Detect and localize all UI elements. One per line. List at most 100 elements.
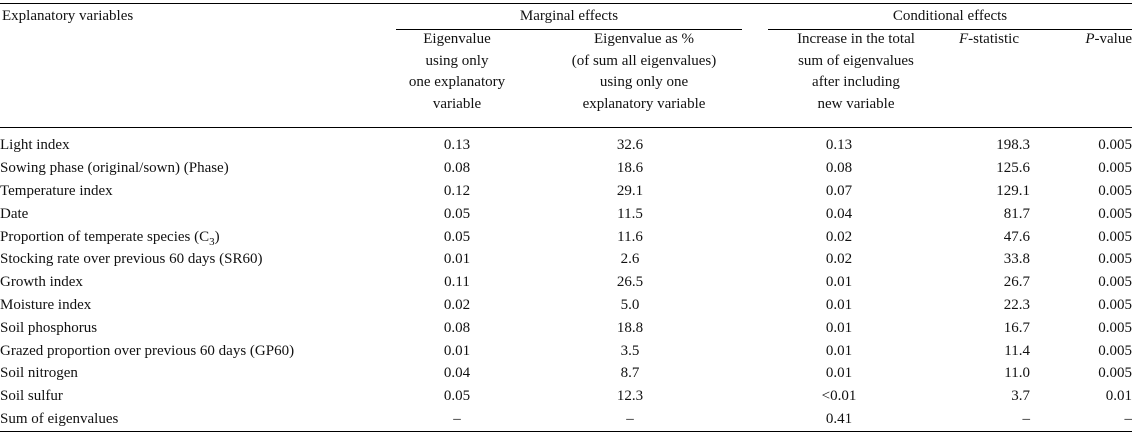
cell-p-value: 0.005 (1098, 296, 1132, 313)
cell-increase: 0.08 (825, 160, 853, 177)
row-label: Sum of eigenvalues (0, 410, 119, 427)
group-header-marginal: Marginal effects (519, 8, 619, 24)
cell-increase: 0.01 (825, 342, 853, 359)
cell-eigenvalue: 0.01 (443, 342, 471, 359)
col-header-eigenvalue-percent: Eigenvalue as % (of sum all eigenvalues)… (571, 31, 717, 112)
table-row: Moisture index 0.02 5.0 0.01 22.3 0.005 (0, 294, 1132, 317)
cell-eigenvalue: 0.01 (443, 251, 471, 268)
cell-f-statistic: 125.6 (996, 160, 1030, 177)
cell-p-value: 0.005 (1098, 365, 1132, 382)
cell-increase: <0.01 (821, 388, 857, 405)
cell-f-statistic: – (1022, 410, 1031, 427)
row-label: Moisture index (0, 296, 92, 313)
cell-p-value: 0.005 (1098, 228, 1132, 245)
cell-eigenvalue-percent: 32.6 (616, 137, 644, 154)
marginal-underline (396, 29, 742, 30)
cell-f-statistic: 11.0 (1004, 365, 1030, 382)
row-label: Stocking rate over previous 60 days (SR6… (0, 251, 263, 268)
col-header-f-statistic: F-statistic (959, 31, 1019, 47)
cell-p-value: – (1124, 410, 1132, 427)
cell-increase: 0.02 (825, 251, 853, 268)
header-rule (0, 127, 1132, 128)
cell-f-statistic: 33.8 (1003, 251, 1030, 268)
cell-increase: 0.41 (825, 410, 853, 427)
table-row: Soil sulfur 0.05 12.3 <0.01 3.7 0.01 (0, 385, 1132, 408)
table-row: Grazed proportion over previous 60 days … (0, 339, 1132, 362)
row-label: Temperature index (0, 182, 113, 199)
cell-eigenvalue: 0.02 (443, 296, 471, 313)
col-header-eigenvalue-one: Eigenvalue using only one explanatory va… (408, 31, 506, 112)
stub-header: Explanatory variables (2, 8, 134, 24)
cell-eigenvalue-percent: 11.5 (617, 205, 643, 222)
cell-eigenvalue: 0.12 (443, 182, 471, 199)
cell-f-statistic: 16.7 (1003, 319, 1030, 336)
cell-eigenvalue: 0.05 (443, 205, 471, 222)
bottom-rule (0, 431, 1132, 432)
cell-eigenvalue: – (453, 410, 461, 427)
row-label: Date (0, 205, 29, 222)
cell-increase: 0.13 (825, 137, 853, 154)
cell-eigenvalue-percent: 2.6 (620, 251, 640, 268)
cell-eigenvalue: 0.08 (443, 319, 471, 336)
cell-eigenvalue-percent: 26.5 (616, 274, 644, 291)
cell-p-value: 0.01 (1105, 388, 1132, 405)
row-label: Sowing phase (original/sown) (Phase) (0, 160, 229, 177)
col-header-increase: Increase in the total sum of eigenvalues… (797, 31, 915, 112)
cell-eigenvalue-percent: 18.8 (616, 319, 644, 336)
cell-eigenvalue-percent: – (626, 410, 634, 427)
cell-increase: 0.04 (825, 205, 853, 222)
cell-p-value: 0.005 (1098, 182, 1132, 199)
row-label: Growth index (0, 274, 83, 291)
table-row: Date 0.05 11.5 0.04 81.7 0.005 (0, 202, 1132, 225)
cell-f-statistic: 81.7 (1003, 205, 1030, 222)
cell-p-value: 0.005 (1098, 319, 1132, 336)
cell-eigenvalue: 0.13 (443, 137, 471, 154)
table-row: Soil nitrogen 0.04 8.7 0.01 11.0 0.005 (0, 362, 1132, 385)
cell-eigenvalue-percent: 8.7 (620, 365, 640, 382)
conditional-underline (768, 29, 1132, 30)
cell-eigenvalue-percent: 3.5 (620, 342, 640, 359)
cell-f-statistic: 47.6 (1003, 228, 1030, 245)
row-label-tail: ) (214, 228, 220, 245)
cell-f-statistic: 22.3 (1003, 296, 1030, 313)
cell-increase: 0.02 (825, 228, 853, 245)
cell-eigenvalue: 0.04 (443, 365, 471, 382)
cell-eigenvalue-percent: 5.0 (620, 296, 640, 313)
group-header-conditional: Conditional effects (892, 8, 1008, 24)
col-header-p-value: P-value (1085, 31, 1132, 47)
cell-p-value: 0.005 (1098, 205, 1132, 222)
cell-f-statistic: 3.7 (1011, 388, 1030, 405)
cell-increase: 0.01 (825, 274, 853, 291)
row-label: Proportion of temperate species (C (0, 228, 210, 245)
cell-f-statistic: 11.4 (1004, 342, 1030, 359)
cell-increase: 0.01 (825, 319, 853, 336)
table-body: Light index 0.13 32.6 0.13 198.3 0.005 Sowing … (0, 134, 1132, 430)
row-label: Soil nitrogen (0, 365, 78, 382)
cell-increase: 0.01 (825, 365, 853, 382)
cell-p-value: 0.005 (1098, 137, 1132, 154)
cell-eigenvalue-percent: 11.6 (617, 228, 643, 245)
row-label-subscript: 3 (209, 235, 215, 248)
cell-eigenvalue: 0.11 (444, 274, 470, 291)
table-row: Soil phosphorus 0.08 18.8 0.01 16.7 0.005 (0, 316, 1132, 339)
table-row: Stocking rate over previous 60 days (SR6… (0, 248, 1132, 271)
table-row: Sum of eigenvalues – – 0.41 – – (0, 408, 1132, 431)
top-rule (0, 3, 1132, 4)
cell-f-statistic: 26.7 (1003, 274, 1030, 291)
table-row: Temperature index 0.12 29.1 0.07 129.1 0.005 (0, 180, 1132, 203)
row-label: Soil sulfur (0, 388, 63, 405)
cell-eigenvalue-percent: 29.1 (616, 182, 644, 199)
cell-increase: 0.01 (825, 296, 853, 313)
table-row: Growth index 0.11 26.5 0.01 26.7 0.005 (0, 271, 1132, 294)
row-label: Grazed proportion over previous 60 days … (0, 342, 295, 359)
table-row: Sowing phase (original/sown) (Phase) 0.08… (0, 157, 1132, 180)
cell-eigenvalue-percent: 12.3 (616, 388, 644, 405)
cell-p-value: 0.005 (1098, 251, 1132, 268)
row-label: Soil phosphorus (0, 319, 98, 336)
cell-eigenvalue-percent: 18.6 (616, 160, 644, 177)
cell-increase: 0.07 (825, 182, 853, 199)
cell-eigenvalue: 0.08 (443, 160, 471, 177)
cell-eigenvalue: 0.05 (443, 388, 471, 405)
cell-eigenvalue: 0.05 (443, 228, 471, 245)
